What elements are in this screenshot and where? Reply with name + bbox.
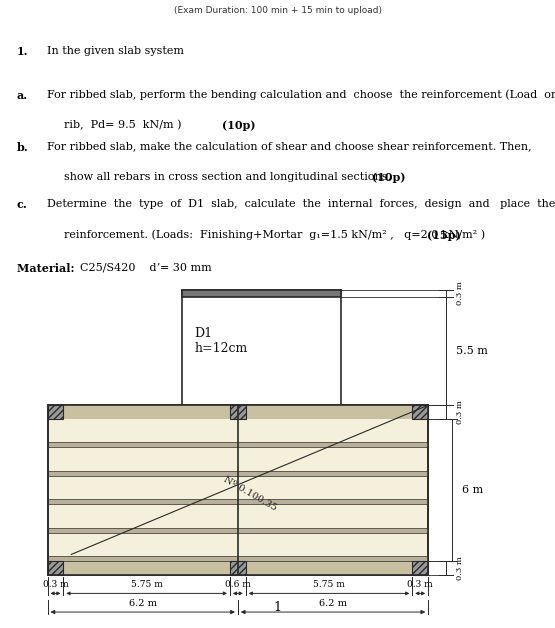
Text: In the given slab system: In the given slab system [47, 46, 184, 57]
Text: 0.3 m: 0.3 m [456, 282, 464, 305]
Bar [48, 528, 428, 533]
Text: b.: b. [17, 141, 28, 153]
Bar [183, 290, 341, 297]
Text: For ribbed slab, perform the bending calculation and  choose  the reinforcement : For ribbed slab, perform the bending cal… [47, 90, 555, 100]
Bar [48, 405, 428, 419]
Bar [412, 561, 428, 575]
Text: 5.5 m: 5.5 m [456, 346, 488, 356]
Bar [48, 405, 428, 575]
Text: 0.3 m: 0.3 m [456, 556, 464, 580]
Text: 6.2 m: 6.2 m [319, 598, 347, 608]
Text: Nº 0.100.35: Nº 0.100.35 [221, 475, 278, 512]
Text: (10p): (10p) [372, 172, 405, 183]
Text: For ribbed slab, make the calculation of shear and choose shear reinforcement. T: For ribbed slab, make the calculation of… [47, 141, 532, 151]
Bar [48, 471, 428, 476]
Text: 6 m: 6 m [462, 485, 483, 495]
Text: 0.3 m: 0.3 m [407, 580, 433, 589]
Text: 0.3 m: 0.3 m [43, 580, 68, 589]
Bar [183, 290, 341, 405]
Text: (10p): (10p) [222, 120, 255, 131]
Text: 1.: 1. [17, 46, 28, 57]
Bar [48, 561, 428, 575]
Bar [48, 405, 63, 419]
Bar [412, 405, 428, 419]
Bar [48, 556, 428, 561]
Bar [230, 405, 246, 419]
Text: 5.75 m: 5.75 m [313, 580, 345, 589]
Text: Material:: Material: [17, 263, 78, 274]
Text: (Exam Duration: 100 min + 15 min to upload): (Exam Duration: 100 min + 15 min to uplo… [174, 6, 381, 15]
Text: C25/S420    dʼ= 30 mm: C25/S420 dʼ= 30 mm [80, 263, 212, 273]
Text: D1
h=12cm: D1 h=12cm [194, 327, 248, 355]
Text: rib,  Pd= 9.5  kN/m ): rib, Pd= 9.5 kN/m ) [64, 120, 185, 130]
Bar [48, 443, 428, 447]
Bar [48, 405, 428, 575]
Text: 5.75 m: 5.75 m [131, 580, 163, 589]
Bar [48, 499, 428, 504]
Text: 0.3 m: 0.3 m [456, 400, 464, 424]
Bar [48, 561, 63, 575]
Text: 1: 1 [274, 601, 281, 614]
Text: 0.6 m: 0.6 m [225, 580, 251, 589]
Text: a.: a. [17, 90, 28, 100]
Text: reinforcement. (Loads:  Finishing+Mortar  g₁=1.5 kN/m² ,   q=2.0 kN/m² ): reinforcement. (Loads: Finishing+Mortar … [64, 230, 488, 241]
Text: c.: c. [17, 199, 27, 210]
Text: (15p): (15p) [427, 230, 461, 241]
Text: 6.2 m: 6.2 m [129, 598, 157, 608]
Text: Determine  the  type  of  D1  slab,  calculate  the  internal  forces,  design  : Determine the type of D1 slab, calculate… [47, 199, 555, 209]
Bar [230, 561, 246, 575]
Text: show all rebars in cross section and longitudinal sections.: show all rebars in cross section and lon… [64, 172, 394, 182]
